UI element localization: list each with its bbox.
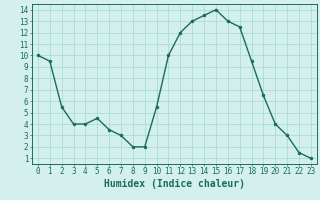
X-axis label: Humidex (Indice chaleur): Humidex (Indice chaleur) [104, 179, 245, 189]
